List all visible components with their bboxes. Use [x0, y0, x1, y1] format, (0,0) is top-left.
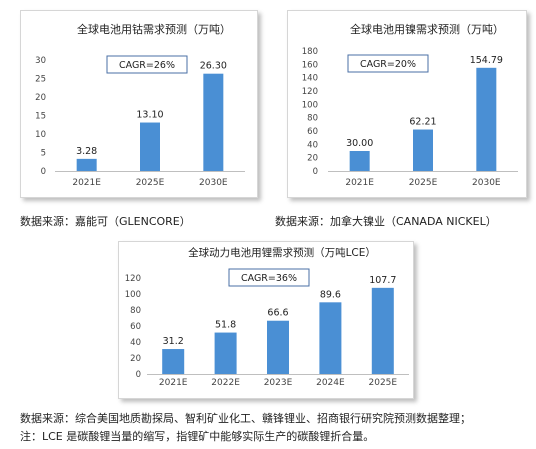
- y-tick-label: 40: [307, 140, 318, 150]
- lce-footnote: 注：LCE 是碳酸锂当量的缩写，指锂矿中能够实际生产的碳酸锂折合量。: [20, 430, 375, 443]
- cobalt-source-text: 数据来源：嘉能可（GLENCORE）: [20, 215, 191, 228]
- bar: [140, 122, 160, 171]
- data-label: 154.79: [470, 55, 503, 66]
- y-tick-label: 120: [302, 87, 318, 97]
- nickel-source-text: 数据来源：加拿大镍业（CANADA NICKEL）: [275, 215, 497, 228]
- category-label: 2024E: [316, 378, 345, 388]
- y-tick-label: 60: [130, 322, 141, 332]
- bar: [319, 302, 342, 374]
- category-label: 2021E: [72, 178, 101, 188]
- cagr-label: CAGR=36%: [241, 273, 297, 284]
- category-label: 2021E: [345, 178, 374, 188]
- cagr-box: [106, 55, 188, 74]
- data-label: 51.8: [215, 320, 236, 331]
- y-tick-label: 40: [130, 338, 141, 348]
- cagr-box: [228, 268, 310, 287]
- lithium-source-text: 数据来源：综合美国地质勘探局、智利矿业化工、赣锋锂业、招商银行研究院预测数据整理…: [20, 412, 471, 425]
- bar: [476, 67, 497, 171]
- cagr-label: CAGR=20%: [360, 59, 416, 70]
- bar: [214, 332, 237, 374]
- category-label: 2030E: [472, 178, 501, 188]
- y-tick-label: 80: [307, 114, 318, 124]
- cagr-box: [347, 54, 429, 73]
- data-label: 107.7: [369, 275, 396, 286]
- y-tick-label: 120: [125, 274, 141, 284]
- nickel-chart: 全球电池用镍需求预测（万吨） 0 20 40 60 80 100 120 140 160 180 30…: [302, 22, 518, 188]
- y-tick-label: 140: [302, 74, 318, 84]
- y-tick-label: 25: [35, 75, 46, 85]
- category-label: 2025E: [136, 178, 165, 188]
- lithium-chart-panel: 全球动力电池用锂需求预测（万吨LCE） 0 20 40 60 80 100 120 31.2 20…: [118, 241, 414, 399]
- bar: [349, 151, 370, 171]
- category-label: 2022E: [211, 378, 240, 388]
- bar: [371, 287, 394, 374]
- y-tick-label: 100: [302, 100, 318, 110]
- bar: [203, 73, 224, 171]
- bar: [413, 129, 433, 171]
- chart-title: 全球动力电池用锂需求预测（万吨LCE）: [188, 246, 376, 259]
- data-label: 89.6: [320, 289, 341, 300]
- y-tick-label: 10: [35, 130, 46, 140]
- data-label: 31.2: [163, 336, 184, 347]
- y-tick-label: 160: [302, 60, 318, 70]
- y-tick-label: 0: [136, 370, 141, 380]
- data-label: 62.21: [409, 117, 436, 128]
- y-tick-label: 0: [313, 167, 318, 177]
- category-label: 2023E: [264, 378, 293, 388]
- bar: [267, 320, 289, 374]
- data-label: 26.30: [200, 61, 227, 72]
- category-label: 2021E: [159, 378, 188, 388]
- y-tick-label: 180: [302, 47, 318, 57]
- chart-title: 全球电池用钴需求预测（万吨）: [77, 22, 231, 36]
- data-label: 66.6: [267, 308, 288, 319]
- cobalt-chart-panel: 全球电池用钴需求预测（万吨） 0 5 10 15 20 25 30 3.28 2021E 13.10…: [20, 10, 258, 198]
- lithium-chart: 全球动力电池用锂需求预测（万吨LCE） 0 20 40 60 80 100 120 31.2 20…: [125, 246, 409, 388]
- y-tick-label: 100: [125, 290, 141, 300]
- data-label: 3.28: [76, 146, 97, 157]
- bar: [76, 158, 97, 171]
- nickel-chart-panel: 全球电池用镍需求预测（万吨） 0 20 40 60 80 100 120 140 160 180 30…: [287, 10, 527, 198]
- y-tick-label: 60: [307, 127, 318, 137]
- cagr-label: CAGR=26%: [119, 60, 175, 71]
- bar: [162, 349, 185, 374]
- category-label: 2025E: [409, 178, 438, 188]
- y-tick-label: 80: [130, 306, 141, 316]
- y-tick-label: 0: [41, 167, 46, 177]
- y-tick-label: 30: [35, 56, 46, 66]
- y-tick-label: 20: [307, 154, 318, 164]
- data-label: 30.00: [346, 138, 373, 149]
- data-label: 13.10: [136, 110, 163, 121]
- y-tick-label: 15: [35, 112, 46, 122]
- chart-title: 全球电池用镍需求预测（万吨）: [350, 22, 504, 36]
- y-tick-label: 20: [35, 93, 46, 103]
- y-tick-label: 20: [130, 354, 141, 364]
- cobalt-chart: 全球电池用钴需求预测（万吨） 0 5 10 15 20 25 30 3.28 2021E 13.10…: [35, 22, 245, 188]
- category-label: 2025E: [369, 378, 398, 388]
- y-tick-label: 5: [41, 149, 46, 159]
- category-label: 2030E: [199, 178, 228, 188]
